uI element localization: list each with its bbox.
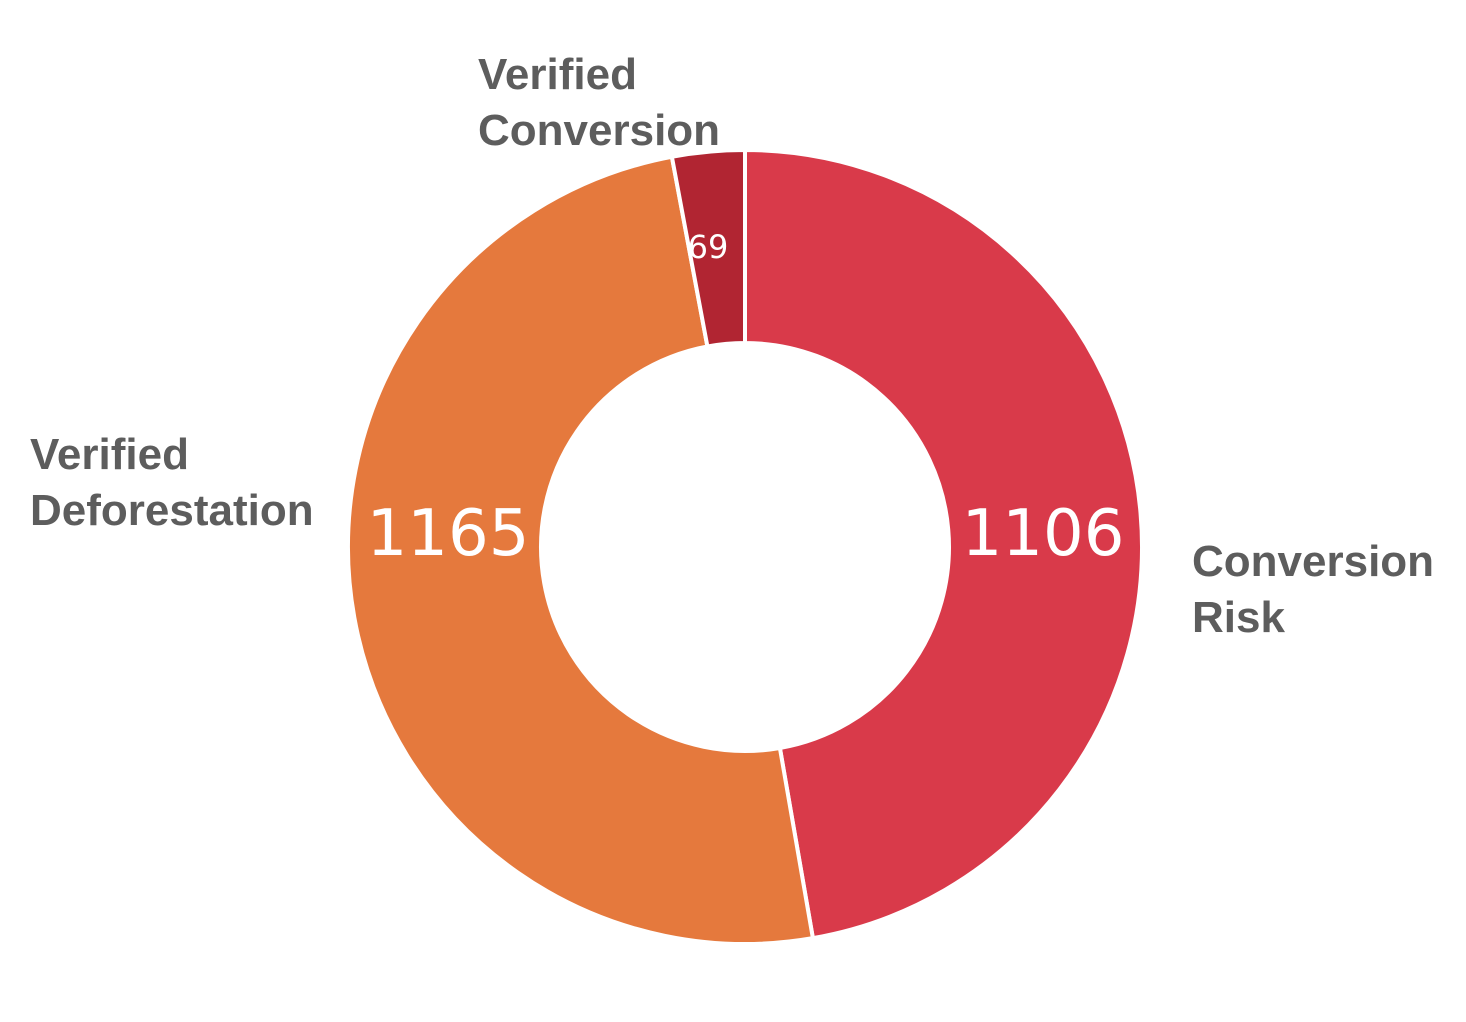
donut-slices xyxy=(346,148,1144,946)
value-labels: 1106 1165 69 xyxy=(367,228,1125,571)
donut-slice-conversion-risk xyxy=(743,148,1144,941)
slice-label-verified-conversion: Verified Conversion xyxy=(478,50,720,155)
donut-slice-verified-deforestation xyxy=(346,154,815,946)
slice-label-verified-deforestation: Verified Deforestation xyxy=(30,430,314,535)
slice-label-conversion-risk: Conversion Risk xyxy=(1192,537,1434,642)
slice-labels: Verified Conversion Verified Deforestation… xyxy=(30,50,1434,642)
donut-slice-verified-conversion xyxy=(669,148,747,349)
value-label-verified-conversion: 69 xyxy=(688,228,729,266)
value-label-verified-deforestation: 1165 xyxy=(367,497,530,571)
value-label-conversion-risk: 1106 xyxy=(962,497,1125,571)
